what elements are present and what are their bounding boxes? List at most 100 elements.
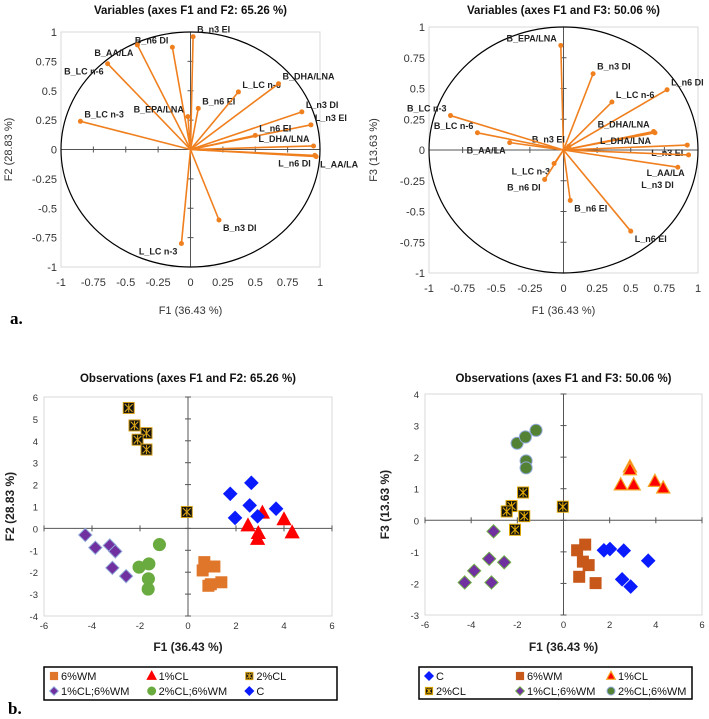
data-point-6wm bbox=[215, 576, 228, 589]
x-tick-label: -1 bbox=[424, 283, 434, 295]
data-point-2cl-x-icon bbox=[133, 435, 142, 445]
legend-label: 6%WM bbox=[61, 671, 96, 683]
x-tick-label: -0.75 bbox=[450, 283, 475, 295]
data-point-2cl6wm bbox=[132, 560, 146, 574]
vector-label: B_n6 DI bbox=[507, 183, 541, 193]
x-tick-label: 6 bbox=[329, 621, 334, 632]
legend-marker-icon bbox=[423, 670, 435, 682]
y-tick-label: 0 bbox=[33, 524, 38, 535]
data-point-6wm bbox=[571, 544, 584, 557]
chart-4: Observations (axes F1 and F3: 50.06 %) -6… bbox=[378, 373, 705, 700]
y-tick-label: 1 bbox=[419, 22, 425, 34]
legend-label: 2%CL;6%WM bbox=[159, 686, 227, 698]
data-point-1cl6wm bbox=[107, 544, 123, 559]
data-point-2cl-x-icon bbox=[502, 507, 511, 516]
vector-line bbox=[189, 91, 240, 151]
vector-label: L_LC n-3 bbox=[512, 167, 551, 177]
vector-label: L_n3 EI bbox=[651, 148, 683, 158]
vector-line bbox=[136, 44, 192, 150]
y-tick-label: 0 bbox=[51, 145, 57, 157]
x-tick-label: -0.5 bbox=[487, 283, 506, 295]
vector-point bbox=[628, 228, 634, 234]
vector-label: B_LC n-6 bbox=[64, 67, 104, 77]
vector-line bbox=[562, 73, 594, 151]
legend-label: 1%CL bbox=[159, 671, 189, 683]
y-tick-label: -0.75 bbox=[400, 237, 425, 249]
y-axis-label: F3 (13.63 %) bbox=[368, 118, 380, 182]
vector-point bbox=[474, 130, 480, 136]
data-point-1cl6wm bbox=[88, 540, 103, 555]
legend-label: C bbox=[256, 686, 264, 698]
data-point-1cl6wm bbox=[118, 568, 134, 584]
data-point-c bbox=[222, 486, 238, 502]
legend-label: 1%CL;6%WM bbox=[61, 686, 129, 698]
legend bbox=[418, 666, 693, 700]
vector-label: L_DHA/LNA bbox=[600, 136, 651, 146]
x-tick-label: -0.5 bbox=[116, 277, 135, 289]
legend-label: 2%CL;6%WM bbox=[618, 686, 686, 698]
legend-marker-icon bbox=[515, 671, 525, 681]
chart-title: Variables (axes F1 and F3: 50.06 %) bbox=[467, 5, 660, 17]
data-point-1cl6wm bbox=[481, 551, 497, 567]
legend-label: 2%CL bbox=[436, 686, 466, 698]
vector-line bbox=[190, 148, 315, 157]
vector-line bbox=[562, 149, 632, 232]
vector-label: L_n3 DI bbox=[306, 100, 339, 110]
x-tick-label: 0 bbox=[187, 277, 193, 289]
vector-label: B_DHA/LNA bbox=[283, 72, 336, 82]
legend-marker-icon bbox=[48, 685, 60, 697]
vector-label: L_LC n-6 bbox=[616, 90, 655, 100]
y-tick-label: 0.25 bbox=[404, 114, 425, 126]
data-point-1cl bbox=[276, 511, 292, 526]
vector-point bbox=[311, 143, 317, 149]
vector-line bbox=[450, 114, 564, 151]
data-point-1cl bbox=[613, 476, 629, 491]
x-tick-label: -0.25 bbox=[146, 277, 171, 289]
x-axis-label: F1 (36.43 %) bbox=[529, 640, 598, 654]
x-tick-label: -6 bbox=[421, 620, 429, 631]
vector-label: L_DHA/LNA bbox=[259, 134, 310, 144]
x-tick-label: -2 bbox=[513, 620, 521, 631]
data-point-1cl bbox=[647, 473, 663, 488]
vector-point bbox=[567, 197, 573, 203]
x-axis-label: F1 (36.43 %) bbox=[159, 305, 223, 317]
data-point-1cl bbox=[240, 517, 256, 532]
chart-3: Observations (axes F1 and F2: 65.26 %) -6… bbox=[3, 373, 338, 701]
vector-point bbox=[276, 81, 282, 87]
data-point-c bbox=[242, 498, 257, 513]
vector-point bbox=[542, 177, 548, 183]
y-tick-label: 0.75 bbox=[36, 56, 57, 68]
y-tick-label: 0.25 bbox=[36, 115, 57, 127]
y-tick-label: -2 bbox=[30, 568, 38, 579]
data-point-1cl6wm bbox=[457, 575, 473, 590]
x-tick-label: 0 bbox=[560, 283, 566, 295]
data-point-2cl-x-icon bbox=[124, 403, 133, 413]
vector-point bbox=[566, 143, 572, 149]
data-point-2cl-x-icon bbox=[142, 428, 151, 438]
y-tick-label: 0.5 bbox=[410, 84, 425, 96]
vector-label: L_LC n-6 bbox=[242, 80, 281, 90]
y-axis-label: F3 (13.63 %) bbox=[378, 470, 392, 539]
data-point-c bbox=[623, 579, 638, 594]
x-tick-label: -4 bbox=[467, 620, 475, 631]
data-point-6wm bbox=[208, 560, 221, 573]
y-tick-label: 0 bbox=[414, 516, 419, 527]
x-tick-label: 0 bbox=[561, 620, 566, 631]
data-point-2cl6wm bbox=[518, 430, 532, 444]
legend-label: C bbox=[436, 671, 444, 683]
vector-line bbox=[189, 108, 200, 150]
vector-label: L_n6 EI bbox=[635, 234, 667, 244]
y-tick-label: -1 bbox=[30, 546, 38, 557]
data-point-6wm bbox=[196, 564, 209, 577]
x-tick-label: 0.5 bbox=[623, 283, 638, 295]
y-tick-label: -1 bbox=[47, 262, 57, 274]
y-axis-label: F2 (28.83 %) bbox=[3, 118, 15, 182]
data-point-2cl-x-icon bbox=[182, 507, 192, 517]
legend-label: 1%CL;6%WM bbox=[527, 686, 595, 698]
x-tick-label: -6 bbox=[40, 621, 48, 632]
vector-label: B_LC n-3 bbox=[407, 104, 447, 114]
vector-line bbox=[563, 149, 689, 156]
y-tick-label: 4 bbox=[33, 437, 38, 448]
data-point-1cl6wm bbox=[484, 575, 499, 590]
data-point-6wm bbox=[589, 577, 602, 590]
